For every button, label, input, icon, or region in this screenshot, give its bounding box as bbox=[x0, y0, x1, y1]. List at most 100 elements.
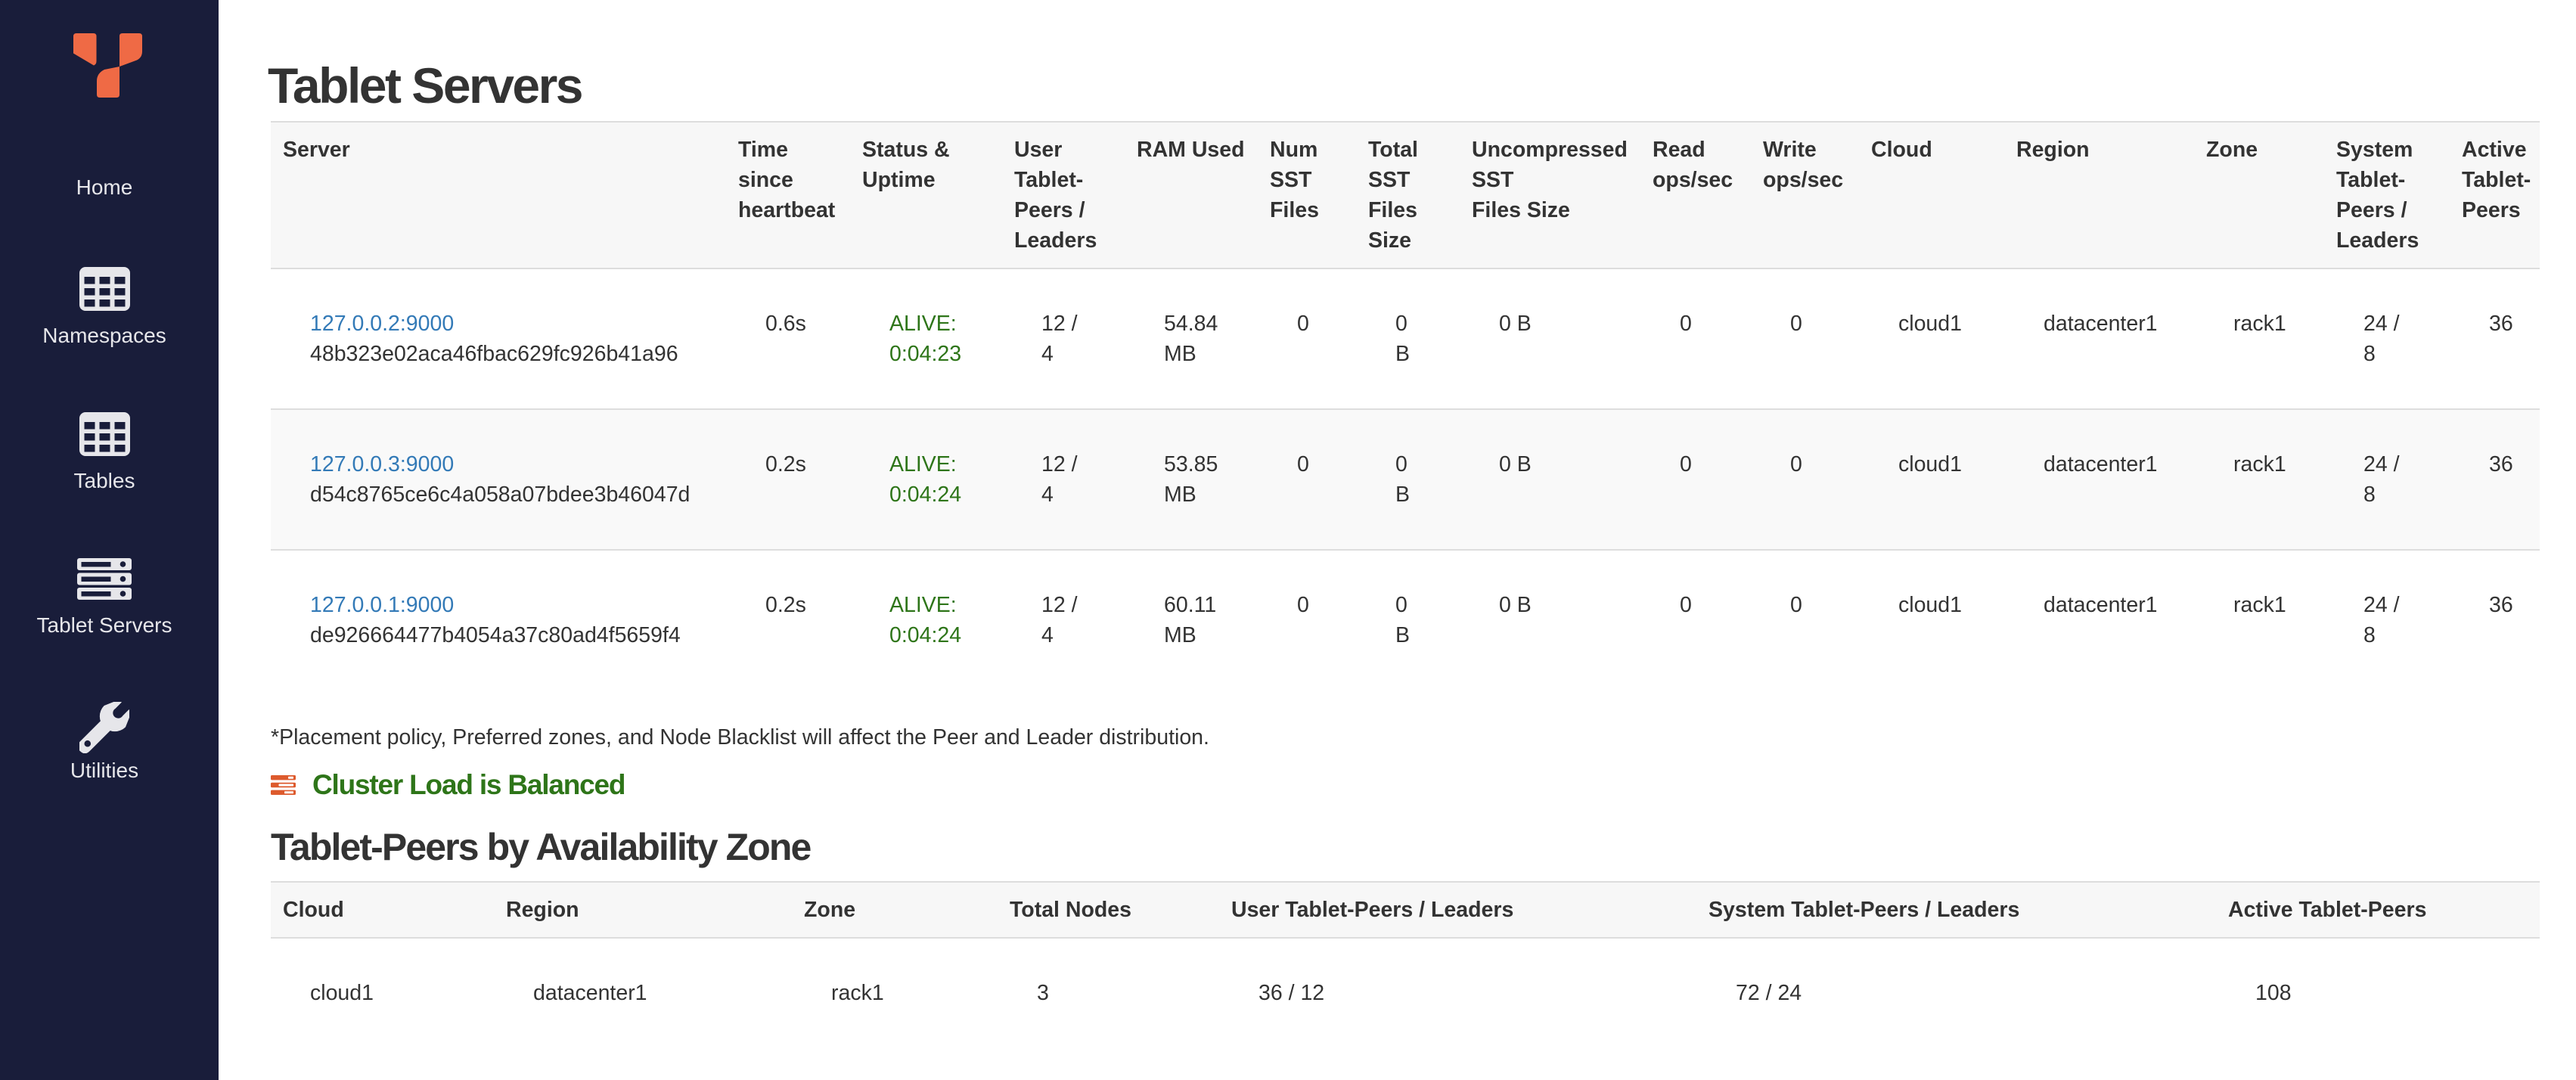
table-grid-icon bbox=[0, 267, 209, 311]
sidebar-item-namespaces[interactable]: Namespaces bbox=[0, 266, 209, 411]
col-header-cloud: Cloud bbox=[1859, 121, 2004, 269]
col-header-region: Region bbox=[2004, 121, 2194, 269]
region-cell: datacenter1 bbox=[2004, 408, 2194, 550]
time-since-heartbeat-cell: 0.6s bbox=[765, 312, 806, 336]
table-row: cloud1 datacenter1 rack1 3 36 / 12 72 / … bbox=[271, 938, 2540, 1047]
ram-used-cell: 53.85 MB bbox=[1125, 408, 1258, 550]
az-header-row: Cloud Region Zone Total Nodes User Table… bbox=[271, 881, 2540, 939]
col-header-user-tablet-peers: User Tablet-Peers / Leaders bbox=[1219, 881, 1696, 939]
zone-cell: rack1 bbox=[2233, 312, 2286, 336]
tasks-icon bbox=[271, 775, 296, 795]
server-link[interactable]: 127.0.0.1:9000 bbox=[310, 593, 455, 617]
server-cell: 127.0.0.2:9000 48b323e02aca46fbac629fc926… bbox=[271, 268, 726, 409]
active-tablet-peers-cell: 36 bbox=[2489, 312, 2513, 336]
system-tablet-peers-cell: 24 / 8 bbox=[2363, 312, 2400, 366]
write-ops-cell: 0 bbox=[1790, 312, 1802, 336]
status-uptime-cell: ALIVE: 0:04:24 bbox=[850, 549, 1002, 690]
page-title: Tablet Servers bbox=[268, 57, 584, 113]
num-sst-files-cell: 0 bbox=[1297, 312, 1309, 336]
active-tablet-peers-cell: 108 bbox=[2255, 981, 2292, 1005]
server-uuid: d54c8765ce6c4a058a07bdee3b46047d bbox=[310, 483, 691, 507]
sidebar-item-utilities[interactable]: Utilities bbox=[0, 701, 209, 846]
region-cell: datacenter1 bbox=[2004, 549, 2194, 690]
status-uptime-cell: ALIVE: 0:04:24 bbox=[850, 408, 1002, 550]
read-ops-cell: 0 bbox=[1680, 312, 1692, 336]
write-ops-cell: 0 bbox=[1751, 408, 1859, 550]
sidebar-item-label: Tablet Servers bbox=[36, 613, 172, 637]
ram-used-cell: 54.84 MB bbox=[1164, 312, 1218, 366]
system-tablet-peers-cell: 72 / 24 bbox=[1736, 981, 1802, 1005]
num-sst-files-cell: 0 bbox=[1258, 549, 1356, 690]
sidebar-item-home[interactable]: Home bbox=[0, 122, 209, 266]
read-ops-cell: 0 bbox=[1640, 549, 1751, 690]
zone-cell: rack1 bbox=[831, 981, 884, 1005]
col-header-zone: Zone bbox=[2194, 121, 2324, 269]
col-header-total-nodes: Total Nodes bbox=[998, 881, 1219, 939]
system-tablet-peers-cell: 24 / 8 bbox=[2324, 549, 2450, 690]
col-header-zone: Zone bbox=[792, 881, 998, 939]
total-sst-size-cell: 0 B bbox=[1356, 408, 1460, 550]
table-row: 127.0.0.2:9000 48b323e02aca46fbac629fc926… bbox=[271, 268, 2540, 409]
col-header-read-ops: Read ops/sec bbox=[1640, 121, 1751, 269]
col-header-user-tablet-peers: User Tablet- Peers / Leaders bbox=[1002, 121, 1125, 269]
sidebar-item-label: Namespaces bbox=[42, 324, 166, 347]
section-title-wrap: Tablet-Peers by Availability Zone bbox=[271, 828, 2540, 866]
table-grid-icon bbox=[0, 412, 209, 456]
read-ops-cell: 0 bbox=[1640, 408, 1751, 550]
cloud-cell: cloud1 bbox=[310, 981, 374, 1005]
cloud-cell: cloud1 bbox=[1859, 408, 2004, 550]
user-tablet-peers-cell: 12 / 4 bbox=[1002, 549, 1125, 690]
col-header-total-sst-files-size: Total SST Files Size bbox=[1356, 121, 1460, 269]
col-header-ram-used: RAM Used bbox=[1125, 121, 1258, 269]
sidebar-item-label: Home bbox=[76, 175, 133, 199]
sidebar-item-tables[interactable]: Tables bbox=[0, 411, 209, 556]
sidebar-item-label: Tables bbox=[73, 469, 135, 492]
uncompressed-sst-size-cell: 0 B bbox=[1460, 408, 1640, 550]
total-sst-size-cell: 0 B bbox=[1356, 549, 1460, 690]
server-cell: 127.0.0.3:9000 d54c8765ce6c4a058a07bdee3b… bbox=[271, 408, 726, 550]
zone-cell: rack1 bbox=[2194, 408, 2324, 550]
uncompressed-sst-size-cell: 0 B bbox=[1499, 312, 1532, 336]
col-header-cloud: Cloud bbox=[271, 881, 494, 939]
cloud-cell: cloud1 bbox=[1859, 549, 2004, 690]
region-cell: datacenter1 bbox=[2044, 312, 2158, 336]
server-stack-icon bbox=[0, 558, 209, 600]
col-header-write-ops: Write ops/sec bbox=[1751, 121, 1859, 269]
server-link[interactable]: 127.0.0.2:9000 bbox=[310, 312, 455, 336]
cluster-load-status-text: Cluster Load is Balanced bbox=[312, 769, 625, 800]
cluster-load-status: Cluster Load is Balanced bbox=[271, 771, 2540, 799]
col-header-region: Region bbox=[494, 881, 792, 939]
active-tablet-peers-cell: 36 bbox=[2450, 549, 2540, 690]
ram-used-cell: 60.11 MB bbox=[1125, 549, 1258, 690]
col-header-status-uptime: Status & Uptime bbox=[850, 121, 1002, 269]
tablet-servers-table: Server Time since heartbeat Status & Upt… bbox=[271, 121, 2540, 690]
col-header-uncompressed-sst-files-size: Uncompressed SST Files Size bbox=[1460, 121, 1640, 269]
section-title-tablet-peers-by-az: Tablet-Peers by Availability Zone bbox=[271, 826, 812, 868]
user-tablet-peers-cell: 12 / 4 bbox=[1041, 312, 1078, 366]
col-header-active-tablet-peers: Active Tablet- Peers bbox=[2450, 121, 2540, 269]
tablet-servers-header-row: Server Time since heartbeat Status & Upt… bbox=[271, 121, 2540, 269]
active-tablet-peers-cell: 36 bbox=[2450, 408, 2540, 550]
col-header-active-tablet-peers: Active Tablet-Peers bbox=[2216, 881, 2540, 939]
table-row: 127.0.0.3:9000 d54c8765ce6c4a058a07bdee3b… bbox=[271, 408, 2540, 550]
user-tablet-peers-cell: 12 / 4 bbox=[1002, 408, 1125, 550]
table-row: 127.0.0.1:9000 de926664477b4054a37c80ad4f… bbox=[271, 549, 2540, 690]
region-cell: datacenter1 bbox=[533, 981, 647, 1005]
server-uuid: 48b323e02aca46fbac629fc926b41a96 bbox=[310, 342, 678, 366]
tablet-peers-by-az-table: Cloud Region Zone Total Nodes User Table… bbox=[271, 881, 2540, 1047]
total-nodes-cell: 3 bbox=[1037, 981, 1049, 1005]
system-tablet-peers-cell: 24 / 8 bbox=[2324, 408, 2450, 550]
status-uptime-cell: ALIVE: 0:04:23 bbox=[889, 312, 962, 366]
num-sst-files-cell: 0 bbox=[1258, 408, 1356, 550]
server-cell: 127.0.0.1:9000 de926664477b4054a37c80ad4f… bbox=[271, 549, 726, 690]
sidebar-item-tablet-servers[interactable]: Tablet Servers bbox=[0, 556, 209, 700]
server-link[interactable]: 127.0.0.3:9000 bbox=[310, 452, 455, 476]
server-uuid: de926664477b4054a37c80ad4f5659f4 bbox=[310, 623, 681, 647]
cloud-cell: cloud1 bbox=[1898, 312, 1962, 336]
yugabyte-logo-icon[interactable] bbox=[73, 33, 142, 98]
time-since-heartbeat-cell: 0.2s bbox=[726, 549, 850, 690]
col-header-system-tablet-peers: System Tablet- Peers / Leaders bbox=[2324, 121, 2450, 269]
main-content: Tablet Servers Server Time since heartbe… bbox=[219, 0, 2576, 1047]
sidebar: Home Namespaces bbox=[0, 0, 219, 1080]
zone-cell: rack1 bbox=[2194, 549, 2324, 690]
